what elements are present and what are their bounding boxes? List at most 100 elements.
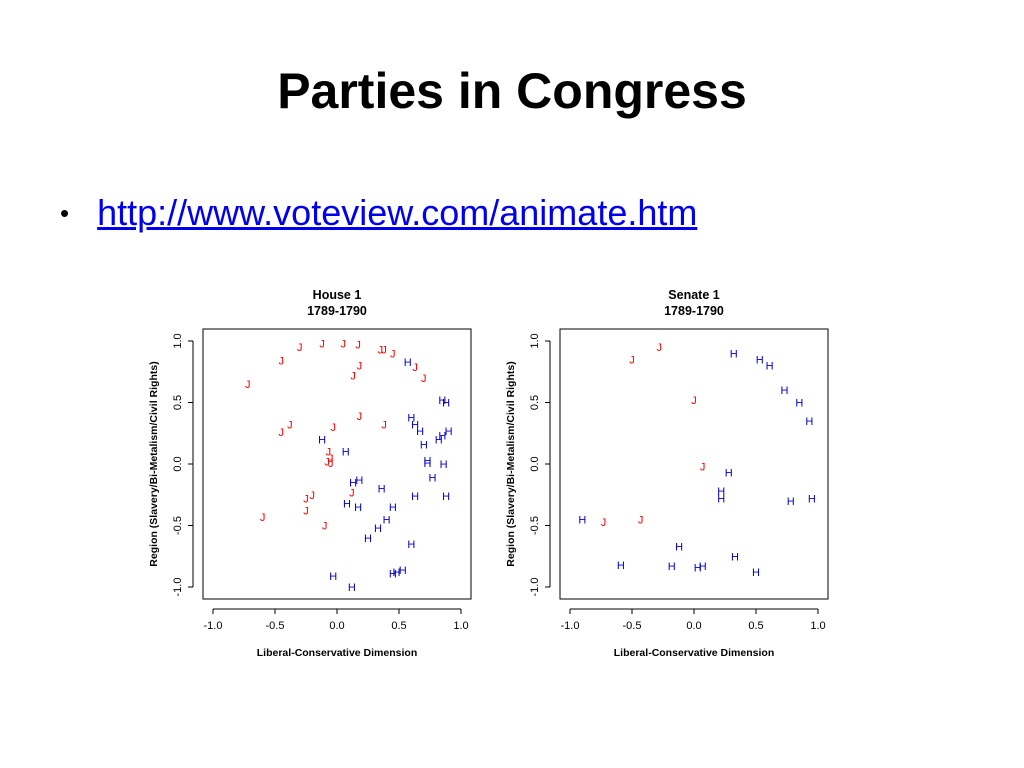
data-point-h: H: [787, 496, 795, 508]
y-axis-label: Region (Slavery/Bi-Metalism/Civil Rights…: [505, 361, 517, 566]
y-tick-label: -0.5: [529, 516, 541, 535]
bullet-dot-icon: •: [60, 197, 70, 228]
data-point-j: J: [349, 487, 355, 499]
data-point-j: J: [381, 345, 387, 357]
data-point-h: H: [348, 582, 356, 594]
data-point-j: J: [322, 521, 328, 533]
y-tick-label: 1.0: [172, 333, 184, 348]
x-tick-label: -1.0: [204, 620, 223, 632]
data-point-h: H: [438, 395, 446, 407]
chart-subtitle: 1789-1790: [664, 304, 724, 318]
x-tick-label: -1.0: [561, 620, 580, 632]
data-point-j: J: [350, 370, 356, 382]
data-point-h: H: [717, 493, 725, 505]
data-point-j: J: [340, 338, 346, 350]
x-tick-label: 0.0: [686, 620, 701, 632]
data-point-h: H: [343, 498, 351, 510]
data-point-h: H: [766, 361, 774, 373]
data-point-h: H: [440, 459, 448, 471]
data-point-h: H: [730, 348, 738, 360]
data-point-h: H: [329, 571, 337, 583]
data-point-h: H: [675, 541, 683, 553]
data-point-h: H: [420, 439, 428, 451]
data-point-h: H: [389, 502, 397, 514]
chart-title: House 1: [313, 288, 362, 302]
bullet-item: • http://www.voteview.com/animate.htm: [60, 192, 697, 234]
data-point-j: J: [324, 457, 330, 469]
data-point-h: H: [429, 473, 437, 485]
y-tick-label: -1.0: [529, 578, 541, 597]
data-point-h: H: [694, 562, 702, 574]
data-point-h: H: [407, 412, 415, 424]
data-point-j: J: [319, 338, 325, 350]
data-point-j: J: [691, 395, 697, 407]
data-point-j: J: [357, 361, 363, 373]
data-point-j: J: [245, 379, 251, 391]
data-point-h: H: [752, 567, 760, 579]
data-point-j: J: [700, 461, 706, 473]
data-point-h: H: [318, 434, 326, 446]
data-point-h: H: [756, 354, 764, 366]
data-point-j: J: [412, 362, 418, 374]
data-point-h: H: [416, 426, 424, 438]
x-tick-label: 1.0: [453, 620, 468, 632]
data-point-h: H: [364, 533, 372, 545]
house-1-scatter-plot: House 1 1789-1790 -1.0 -0.5 0.0 0.5 1.0 Liberal…: [148, 288, 472, 659]
data-point-j: J: [421, 373, 427, 385]
data-point-h: H: [378, 484, 386, 496]
x-tick-label: 0.5: [748, 620, 763, 632]
data-point-h: H: [808, 493, 816, 505]
x-tick-label: 0.0: [329, 620, 344, 632]
data-point-h: H: [805, 416, 813, 428]
data-point-h: H: [668, 561, 676, 573]
data-point-h: H: [349, 477, 357, 489]
data-point-h: H: [717, 486, 725, 498]
slide-title: Parties in Congress: [277, 63, 747, 119]
x-tick-label: -0.5: [623, 620, 642, 632]
data-point-h: H: [411, 420, 419, 432]
data-point-j: J: [657, 342, 663, 354]
x-tick-label: -0.5: [266, 620, 285, 632]
data-point-h: H: [342, 447, 350, 459]
data-point-j: J: [303, 506, 309, 518]
data-point-j: J: [278, 427, 284, 439]
data-point-h: H: [389, 568, 397, 580]
y-tick-label: 0.5: [529, 395, 541, 410]
data-point-h: H: [374, 523, 382, 535]
plot-frame: [559, 328, 829, 600]
data-point-h: H: [383, 514, 391, 526]
plot-frame: [202, 328, 472, 600]
data-point-h: H: [424, 458, 432, 470]
data-point-h: H: [442, 491, 450, 503]
data-point-j: J: [328, 458, 334, 470]
data-point-h: H: [404, 357, 412, 369]
x-tick-label: 0.5: [391, 620, 406, 632]
data-point-j: J: [309, 490, 315, 502]
voteview-link[interactable]: http://www.voteview.com/animate.htm: [97, 192, 698, 233]
data-point-h: H: [424, 455, 432, 467]
data-point-h: H: [731, 551, 739, 563]
data-point-h: H: [442, 398, 450, 410]
senate-1-scatter-plot: Senate 1 1789-1790 -1.0 -0.5 0.0 0.5 1.0 Libera…: [505, 288, 829, 659]
data-point-j: J: [287, 420, 293, 432]
y-tick-label: 0.0: [172, 456, 184, 471]
data-point-j: J: [357, 411, 363, 423]
data-point-h: H: [781, 385, 789, 397]
data-point-h: H: [355, 475, 363, 487]
chart-title: Senate 1: [668, 288, 719, 302]
data-point-j: J: [381, 420, 387, 432]
y-tick-label: 0.5: [172, 395, 184, 410]
x-tick-label: 1.0: [810, 620, 825, 632]
data-point-h: H: [578, 514, 586, 526]
data-point-h: H: [407, 539, 415, 551]
y-tick-label: 1.0: [529, 333, 541, 348]
data-point-j: J: [328, 453, 334, 465]
data-point-h: H: [438, 431, 446, 443]
data-point-h: H: [699, 561, 707, 573]
data-point-j: J: [629, 354, 635, 366]
data-point-j: J: [355, 340, 361, 352]
data-point-h: H: [795, 398, 803, 410]
data-point-j: J: [331, 422, 337, 434]
y-tick-label: -1.0: [172, 578, 184, 597]
data-point-j: J: [390, 348, 396, 360]
